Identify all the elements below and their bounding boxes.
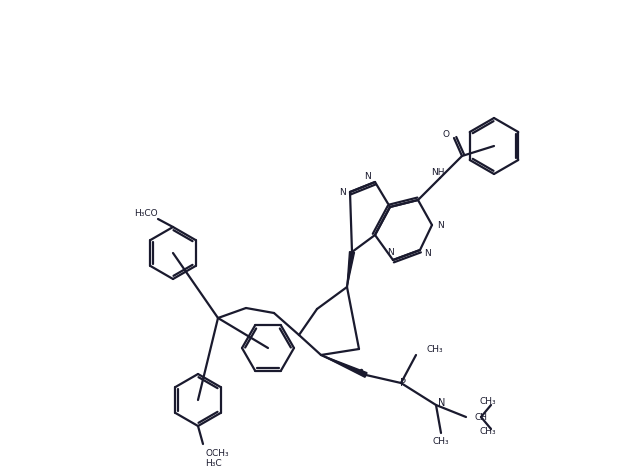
Text: CH: CH xyxy=(474,413,487,422)
Text: P: P xyxy=(400,378,406,388)
Text: N: N xyxy=(424,249,430,258)
Text: CH₃: CH₃ xyxy=(433,437,449,446)
Text: N: N xyxy=(438,398,445,408)
Text: O: O xyxy=(442,130,449,139)
Text: H₃C: H₃C xyxy=(205,460,221,469)
Polygon shape xyxy=(321,355,367,377)
Text: CH₃: CH₃ xyxy=(480,428,496,437)
Text: H₃CO: H₃CO xyxy=(134,209,158,218)
Text: N: N xyxy=(339,188,346,196)
Text: CH₃: CH₃ xyxy=(426,345,443,354)
Text: N: N xyxy=(387,248,394,257)
Text: N: N xyxy=(364,172,371,180)
Text: NH: NH xyxy=(431,167,445,177)
Text: OCH₃: OCH₃ xyxy=(205,449,228,459)
Text: N: N xyxy=(436,220,444,229)
Polygon shape xyxy=(347,251,355,287)
Text: CH₃: CH₃ xyxy=(480,398,496,407)
